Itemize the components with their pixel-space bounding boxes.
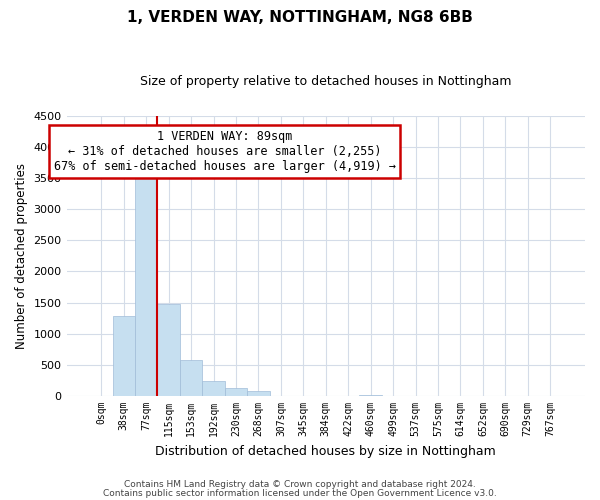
X-axis label: Distribution of detached houses by size in Nottingham: Distribution of detached houses by size … <box>155 444 496 458</box>
Bar <box>113 316 135 396</box>
Text: 1, VERDEN WAY, NOTTINGHAM, NG8 6BB: 1, VERDEN WAY, NOTTINGHAM, NG8 6BB <box>127 10 473 25</box>
Bar <box>180 360 202 396</box>
Bar <box>359 395 382 396</box>
Title: Size of property relative to detached houses in Nottingham: Size of property relative to detached ho… <box>140 75 512 88</box>
Y-axis label: Number of detached properties: Number of detached properties <box>15 163 28 349</box>
Text: Contains HM Land Registry data © Crown copyright and database right 2024.: Contains HM Land Registry data © Crown c… <box>124 480 476 489</box>
Bar <box>135 178 157 396</box>
Text: 1 VERDEN WAY: 89sqm
← 31% of detached houses are smaller (2,255)
67% of semi-det: 1 VERDEN WAY: 89sqm ← 31% of detached ho… <box>54 130 396 173</box>
Bar <box>225 388 247 396</box>
Bar <box>157 304 180 396</box>
Bar <box>247 392 269 396</box>
Bar <box>202 381 225 396</box>
Text: Contains public sector information licensed under the Open Government Licence v3: Contains public sector information licen… <box>103 489 497 498</box>
